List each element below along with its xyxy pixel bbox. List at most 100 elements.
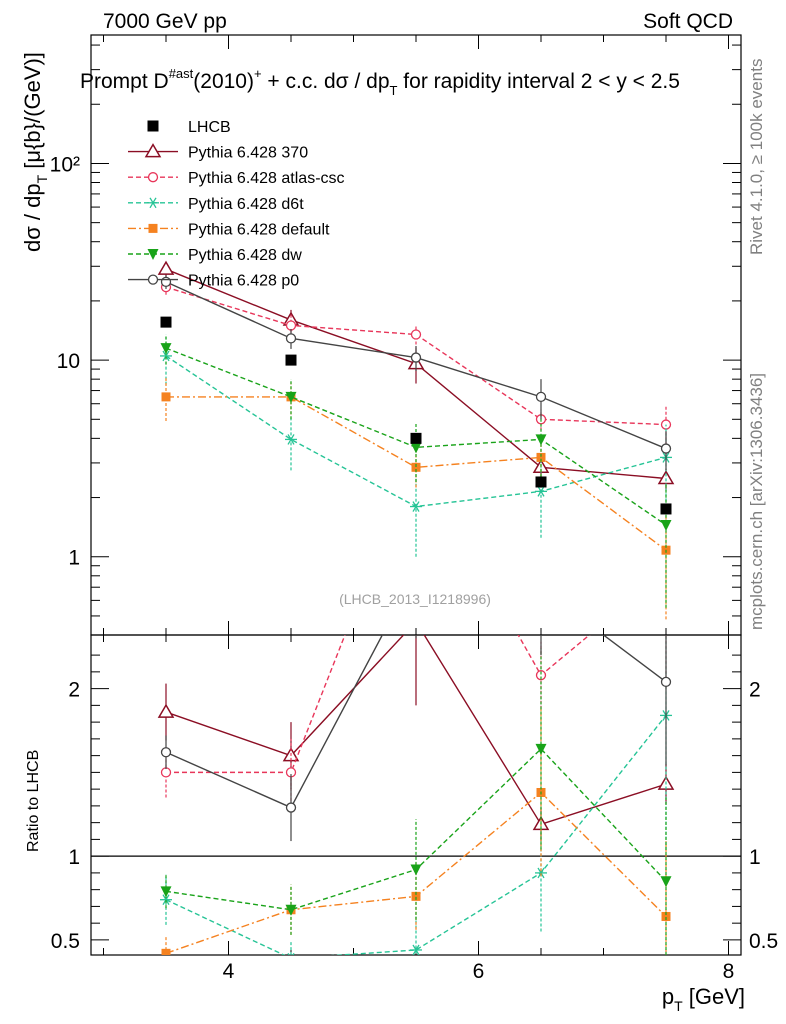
header-right: Soft QCD xyxy=(643,10,733,33)
ratio-panel: 4 6 8 0.5 0.5 1 1 2 2 xyxy=(51,567,778,983)
data-point xyxy=(160,747,172,758)
x-label-sub: T xyxy=(674,998,683,1014)
legend-label: Pythia 6.428 d6t xyxy=(188,196,304,213)
data-point xyxy=(160,886,172,898)
data-point xyxy=(535,434,547,446)
reference-label: (LHCB_2013_I1218996) xyxy=(339,591,491,607)
ratio-tick-label: 1 xyxy=(68,846,80,869)
data-point xyxy=(285,802,297,813)
y-axis-label-main: dσ / dpT [μ{b}/(GeV)] xyxy=(20,52,50,252)
data-point xyxy=(285,320,297,331)
y-label-sub: T xyxy=(34,174,50,183)
data-point xyxy=(157,703,175,718)
legend-entry: Pythia 6.428 atlas-csc xyxy=(128,170,345,187)
data-point xyxy=(535,391,547,403)
y-label-a: dσ / dp xyxy=(20,183,45,252)
asterisk-stroke xyxy=(162,350,170,362)
data-point xyxy=(536,452,546,462)
data-point xyxy=(535,476,547,488)
data-point xyxy=(409,615,423,627)
x-tick-label: 4 xyxy=(223,960,235,983)
legend-label: LHCB xyxy=(188,119,231,136)
data-point xyxy=(147,274,159,285)
data-point xyxy=(160,894,172,906)
y-axis-label-ratio: Ratio to LHCB xyxy=(25,750,42,852)
data-point xyxy=(410,864,422,876)
series-main xyxy=(160,334,672,608)
x-axis-label: pT [GeV] xyxy=(662,984,745,1014)
header-left: 7000 GeV pp xyxy=(103,10,227,33)
ratio-tick-label: 2 xyxy=(68,679,80,702)
series-ratio-line xyxy=(166,635,591,774)
series-ratio-line xyxy=(165,635,667,826)
data-point xyxy=(160,316,172,328)
asterisk-stroke xyxy=(162,894,170,906)
ratio-tick-label-right: 0.5 xyxy=(749,930,778,953)
legend-label: Pythia 6.428 dw xyxy=(188,247,302,264)
asterisk-stroke xyxy=(287,434,295,445)
data-point xyxy=(285,354,297,366)
data-point xyxy=(147,249,159,260)
data-point xyxy=(660,676,672,688)
title-part-d: for rapidity interval 2 < y < 2.5 xyxy=(397,70,679,93)
data-point xyxy=(285,904,297,916)
data-point xyxy=(160,767,172,778)
asterisk-stroke xyxy=(537,867,545,879)
asterisk-stroke xyxy=(412,944,420,955)
data-point xyxy=(661,911,671,921)
data-point xyxy=(535,743,547,755)
data-point xyxy=(660,443,672,454)
data-point xyxy=(410,432,422,444)
data-point xyxy=(412,567,421,576)
data-point xyxy=(535,867,547,879)
main-panel: 1 10 10² xyxy=(50,34,742,636)
data-point xyxy=(147,120,159,132)
ratio-tick-label-right: 2 xyxy=(749,679,761,702)
title-sup-2: + xyxy=(254,66,262,81)
x-tick-label: 8 xyxy=(723,960,735,983)
title-part-a: Prompt D xyxy=(80,70,169,93)
data-point xyxy=(160,276,172,287)
legend-label: Pythia 6.428 default xyxy=(188,221,330,238)
data-point xyxy=(410,352,422,363)
series-ratio-line xyxy=(165,635,667,809)
asterisk-stroke xyxy=(149,197,157,209)
x-tick-label: 6 xyxy=(473,960,485,983)
y-label-b: [μ{b}/(GeV)] xyxy=(20,52,45,175)
asterisk-stroke xyxy=(412,501,420,512)
data-point xyxy=(147,197,159,209)
data-point xyxy=(660,520,672,532)
data-point xyxy=(411,462,421,472)
legend-entry: Pythia 6.428 dw xyxy=(128,247,302,264)
data-point xyxy=(147,172,159,183)
data-point xyxy=(161,392,171,402)
series-ratio-line xyxy=(165,714,667,955)
title-sub: T xyxy=(390,83,398,98)
y-tick-label: 10 xyxy=(57,350,80,373)
data-point xyxy=(410,944,422,955)
data-point xyxy=(660,876,672,888)
asterisk-stroke xyxy=(537,486,545,497)
legend-entry: Pythia 6.428 default xyxy=(128,221,330,238)
data-point xyxy=(411,891,421,901)
data-point xyxy=(285,333,297,344)
data-point xyxy=(160,350,172,362)
data-point xyxy=(157,260,175,275)
ratio-series-layer xyxy=(157,567,675,955)
legend-label: Pythia 6.428 atlas-csc xyxy=(188,170,345,187)
data-point xyxy=(410,442,422,454)
data-point xyxy=(410,329,422,340)
data-point xyxy=(285,391,297,403)
title-sup-1: #ast xyxy=(169,66,194,81)
x-label-a: p xyxy=(662,984,674,1009)
legend-label: Pythia 6.428 p0 xyxy=(188,273,299,290)
data-series-lhcb xyxy=(160,316,672,515)
series-line xyxy=(166,396,667,551)
side-label-mcplots: mcplots.cern.ch [arXiv:1306.3436] xyxy=(747,373,766,630)
y-tick-label: 1 xyxy=(68,547,80,570)
side-label-rivet: Rivet 4.1.0, ≥ 100k events xyxy=(747,59,766,255)
data-point xyxy=(410,501,422,512)
data-point xyxy=(285,434,297,445)
legend-label: Pythia 6.428 370 xyxy=(188,145,308,162)
